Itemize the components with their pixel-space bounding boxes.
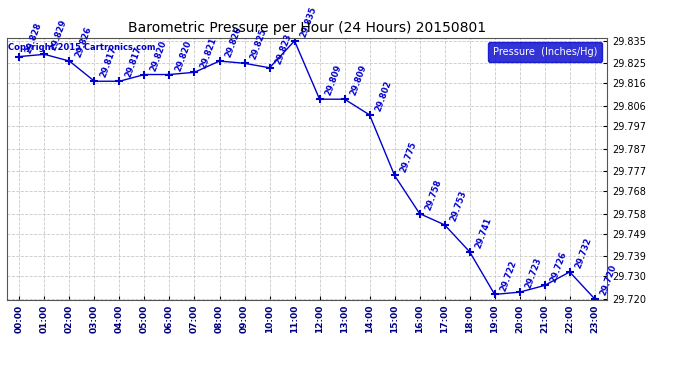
Text: 29.802: 29.802 bbox=[374, 80, 393, 113]
Text: 29.823: 29.823 bbox=[274, 32, 293, 66]
Text: 29.753: 29.753 bbox=[448, 189, 469, 223]
Text: 29.722: 29.722 bbox=[499, 259, 518, 292]
Legend: Pressure  (Inches/Hg): Pressure (Inches/Hg) bbox=[489, 42, 602, 62]
Text: 29.758: 29.758 bbox=[424, 178, 443, 212]
Text: 29.720: 29.720 bbox=[599, 263, 618, 297]
Title: Barometric Pressure per Hour (24 Hours) 20150801: Barometric Pressure per Hour (24 Hours) … bbox=[128, 21, 486, 35]
Text: 29.828: 29.828 bbox=[23, 21, 43, 54]
Text: 29.741: 29.741 bbox=[474, 216, 493, 250]
Text: 29.821: 29.821 bbox=[199, 37, 218, 70]
Text: 29.732: 29.732 bbox=[574, 236, 593, 270]
Text: 29.723: 29.723 bbox=[524, 256, 543, 290]
Text: 29.825: 29.825 bbox=[248, 28, 268, 61]
Text: 29.835: 29.835 bbox=[299, 5, 318, 39]
Text: 29.826: 29.826 bbox=[74, 26, 93, 59]
Text: 29.820: 29.820 bbox=[148, 39, 168, 72]
Text: 29.726: 29.726 bbox=[549, 250, 569, 283]
Text: 29.820: 29.820 bbox=[174, 39, 193, 72]
Text: 29.817: 29.817 bbox=[99, 46, 118, 79]
Text: 29.817: 29.817 bbox=[124, 46, 143, 79]
Text: 29.829: 29.829 bbox=[48, 19, 68, 52]
Text: Copyright 2015 Cartronics.com: Copyright 2015 Cartronics.com bbox=[8, 43, 156, 52]
Text: 29.809: 29.809 bbox=[348, 64, 368, 97]
Text: 29.826: 29.826 bbox=[224, 26, 243, 59]
Text: 29.809: 29.809 bbox=[324, 64, 343, 97]
Text: 29.775: 29.775 bbox=[399, 140, 418, 173]
